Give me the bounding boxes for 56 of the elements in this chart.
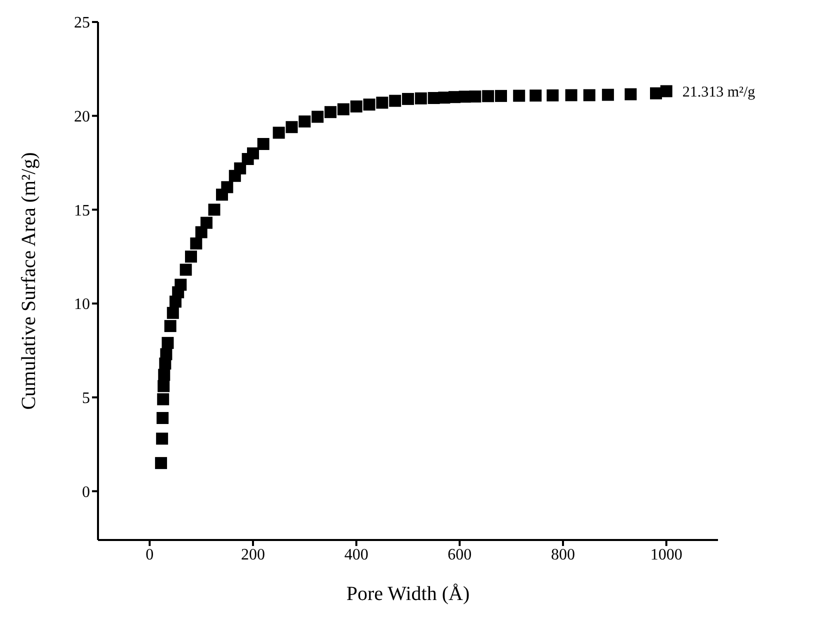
x-tick-label: 400 — [344, 546, 368, 564]
point — [414, 92, 427, 104]
point — [624, 88, 637, 100]
annotation: 21.313 m²/g — [682, 84, 756, 101]
x-axis-title: Pore Width (Å) — [346, 583, 470, 605]
point — [312, 110, 324, 123]
point — [234, 162, 246, 174]
x-tick-label: 1000 — [650, 546, 682, 564]
point — [162, 336, 174, 349]
point — [164, 320, 176, 332]
y-tick-label: 25 — [74, 14, 90, 32]
point — [530, 90, 542, 102]
y-axis-title: Cumulative Surface Area (m²/g) — [18, 152, 40, 410]
point — [185, 250, 197, 263]
y-tick-label: 0 — [82, 484, 90, 501]
x-tick-label: 0 — [146, 546, 154, 564]
x-tick-label: 600 — [448, 546, 472, 564]
point — [583, 89, 596, 102]
point — [324, 106, 336, 118]
point — [660, 85, 672, 98]
point — [513, 90, 526, 102]
point — [389, 94, 402, 107]
point — [174, 278, 187, 291]
point — [363, 98, 376, 111]
point — [350, 100, 362, 112]
point — [156, 432, 168, 445]
point — [565, 89, 578, 102]
point — [180, 264, 192, 276]
point — [156, 412, 169, 424]
point — [272, 126, 285, 139]
x-tick-label: 200 — [241, 546, 265, 564]
y-tick-label: 5 — [82, 390, 90, 408]
point — [376, 96, 388, 109]
point — [482, 90, 494, 102]
point — [298, 115, 311, 128]
point — [157, 393, 170, 406]
point — [257, 138, 270, 150]
point — [286, 121, 298, 134]
x-tick-label: 800 — [551, 546, 575, 564]
point — [221, 181, 234, 194]
point — [158, 380, 170, 392]
point — [200, 216, 212, 229]
point — [155, 457, 168, 470]
point — [650, 87, 662, 100]
point — [602, 88, 614, 101]
point — [495, 90, 507, 102]
point — [166, 306, 179, 319]
point — [402, 92, 414, 105]
point — [208, 204, 220, 216]
y-tick-label: 10 — [74, 296, 90, 314]
point — [469, 90, 482, 103]
point — [190, 237, 202, 250]
point — [546, 89, 559, 102]
point — [337, 103, 350, 116]
y-tick-label: 15 — [74, 202, 90, 220]
y-tick-label: 20 — [74, 108, 90, 126]
